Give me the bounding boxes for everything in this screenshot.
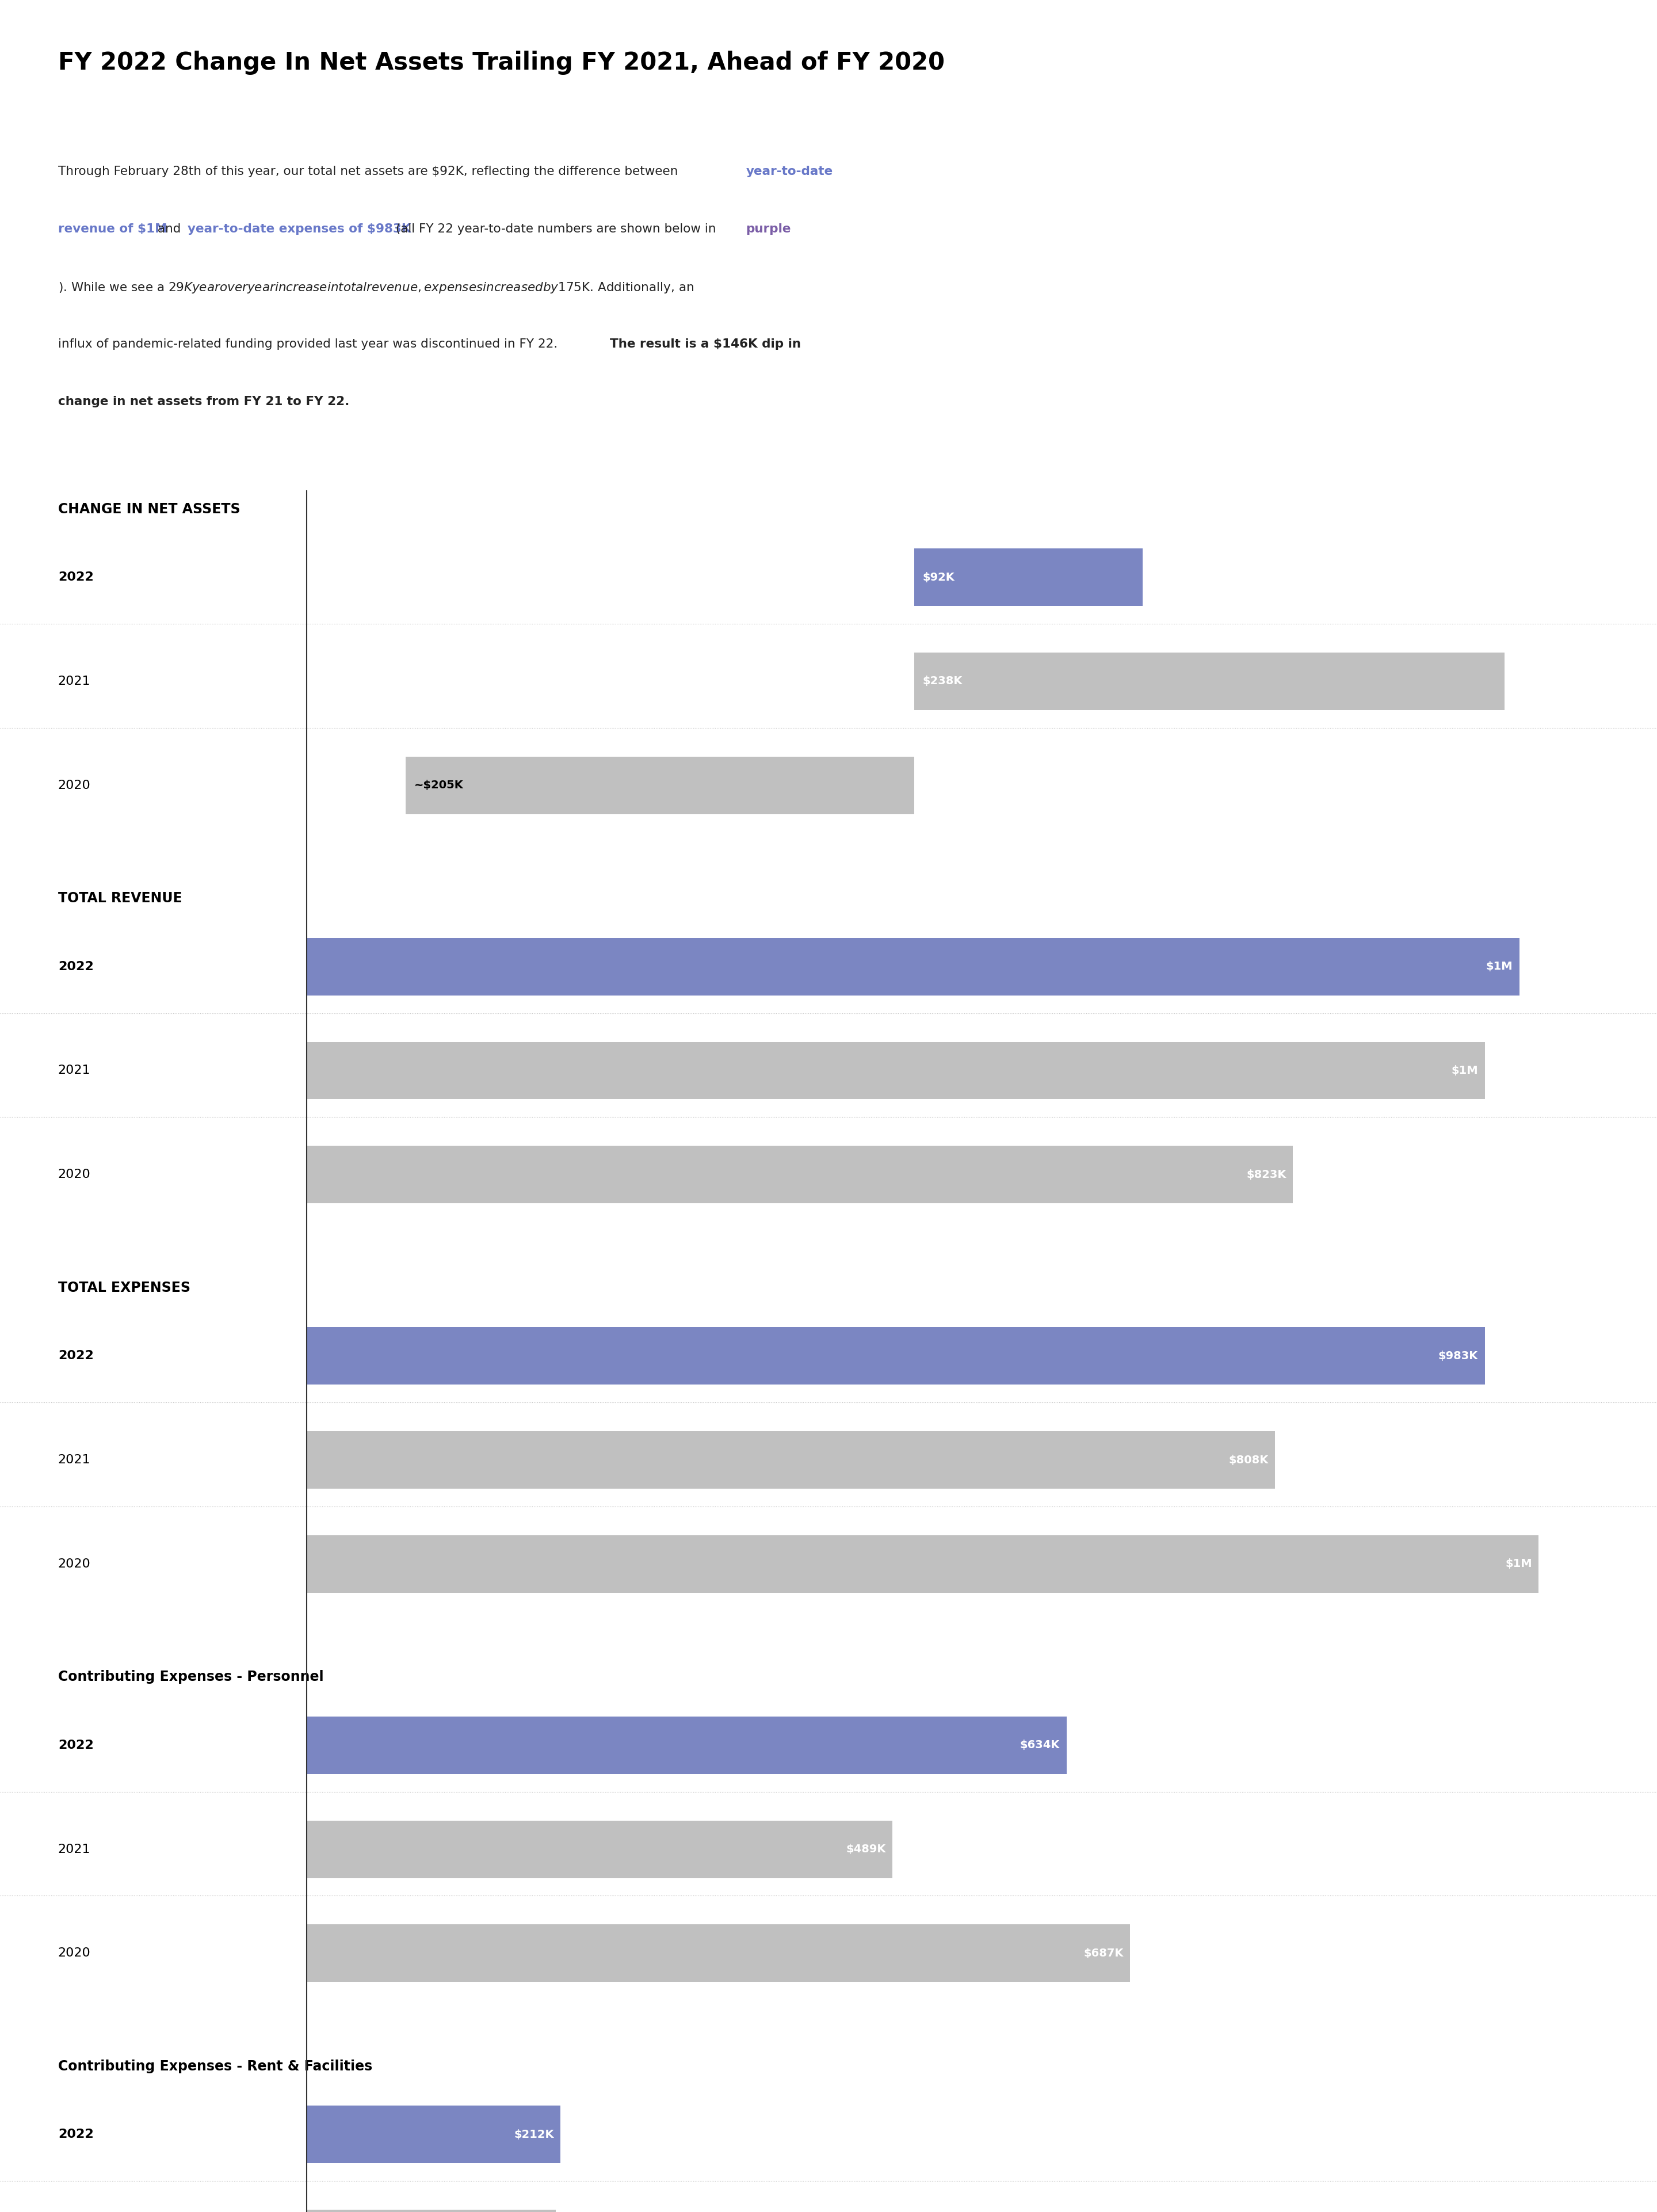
Bar xyxy=(307,1327,1485,1385)
Text: (all FY 22 year-to-date numbers are shown below in: (all FY 22 year-to-date numbers are show… xyxy=(391,223,719,234)
Text: year-to-date expenses of $983K: year-to-date expenses of $983K xyxy=(187,223,411,234)
Text: change in net assets from FY 21 to FY 22.: change in net assets from FY 21 to FY 22… xyxy=(58,396,350,407)
Text: $238K: $238K xyxy=(923,677,963,686)
Text: $687K: $687K xyxy=(1084,1949,1123,1958)
Text: $1M: $1M xyxy=(1486,962,1513,971)
Bar xyxy=(307,1146,1292,1203)
Text: $983K: $983K xyxy=(1438,1352,1478,1360)
Bar xyxy=(307,1924,1130,1982)
Text: ~$205K: ~$205K xyxy=(414,781,464,790)
Bar xyxy=(307,2106,560,2163)
Text: 2021: 2021 xyxy=(58,1064,91,1077)
Text: Contributing Expenses - Personnel: Contributing Expenses - Personnel xyxy=(58,1670,323,1683)
Text: 2022: 2022 xyxy=(58,2128,93,2141)
Text: $808K: $808K xyxy=(1228,1455,1268,1464)
Text: TOTAL REVENUE: TOTAL REVENUE xyxy=(58,891,182,905)
Text: purple: purple xyxy=(746,223,790,234)
Text: revenue of $1M: revenue of $1M xyxy=(58,223,167,234)
Bar xyxy=(307,1820,893,1878)
Text: FY 2022 Change In Net Assets Trailing FY 2021, Ahead of FY 2020: FY 2022 Change In Net Assets Trailing FY… xyxy=(58,51,944,75)
Text: 2021: 2021 xyxy=(58,1843,91,1856)
Text: ). While we see a $29K year over year increase in total revenue, expenses increa: ). While we see a $29K year over year in… xyxy=(58,281,694,294)
Text: $1M: $1M xyxy=(1452,1066,1478,1075)
Bar xyxy=(915,653,1505,710)
Text: 2021: 2021 xyxy=(58,675,91,688)
Text: 2022: 2022 xyxy=(58,960,93,973)
Bar xyxy=(307,1535,1539,1593)
Text: 2022: 2022 xyxy=(58,571,93,584)
Text: $212K: $212K xyxy=(514,2130,553,2139)
Text: 2020: 2020 xyxy=(58,1947,91,1960)
Text: 2022: 2022 xyxy=(58,1739,93,1752)
Text: and: and xyxy=(154,223,184,234)
Bar xyxy=(307,1717,1067,1774)
Text: 2020: 2020 xyxy=(58,1168,91,1181)
Text: $634K: $634K xyxy=(1021,1741,1060,1750)
Text: TOTAL EXPENSES: TOTAL EXPENSES xyxy=(58,1281,191,1294)
Text: year-to-date: year-to-date xyxy=(746,166,833,177)
Bar xyxy=(307,1431,1274,1489)
Text: 2020: 2020 xyxy=(58,779,91,792)
Text: 2020: 2020 xyxy=(58,1557,91,1571)
Text: $1M: $1M xyxy=(1505,1559,1533,1568)
Text: 2021: 2021 xyxy=(58,1453,91,1467)
Text: CHANGE IN NET ASSETS: CHANGE IN NET ASSETS xyxy=(58,502,240,515)
Text: 2022: 2022 xyxy=(58,1349,93,1363)
Text: The result is a $146K dip in: The result is a $146K dip in xyxy=(610,338,800,349)
Bar xyxy=(307,938,1519,995)
Text: Contributing Expenses - Rent & Facilities: Contributing Expenses - Rent & Facilitie… xyxy=(58,2059,373,2073)
Bar xyxy=(915,549,1143,606)
Text: $92K: $92K xyxy=(923,573,954,582)
Bar xyxy=(406,757,915,814)
Text: influx of pandemic-related funding provided last year was discontinued in FY 22.: influx of pandemic-related funding provi… xyxy=(58,338,562,349)
Text: Through February 28th of this year, our total net assets are $92K, reflecting th: Through February 28th of this year, our … xyxy=(58,166,681,177)
Text: $489K: $489K xyxy=(847,1845,886,1854)
Text: $823K: $823K xyxy=(1246,1170,1286,1179)
Bar xyxy=(307,1042,1485,1099)
